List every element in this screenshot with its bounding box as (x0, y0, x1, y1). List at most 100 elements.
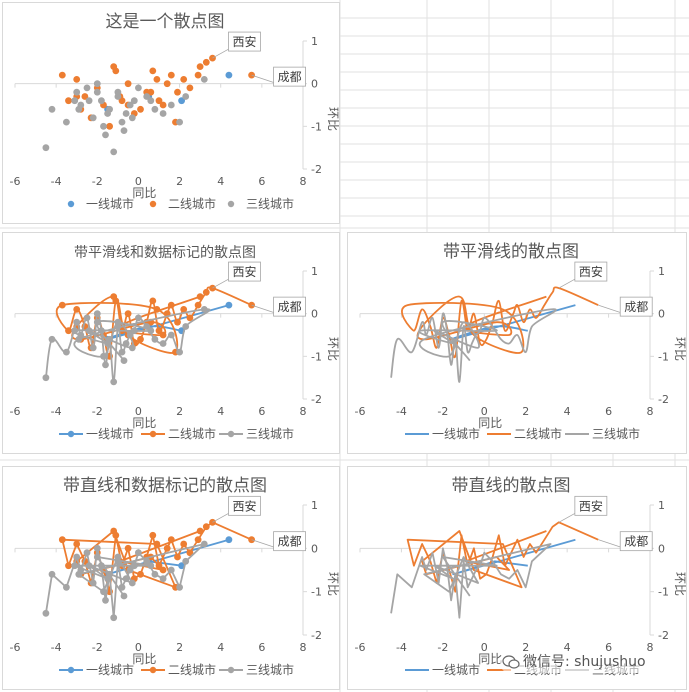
callout-label: 成都 (624, 300, 648, 314)
legend-marker (227, 666, 235, 674)
data-point (102, 361, 109, 369)
data-point (73, 88, 81, 96)
callout-box (228, 495, 261, 516)
data-point (194, 301, 202, 309)
x-tick-label: 8 (300, 175, 307, 188)
data-point (58, 301, 66, 309)
data-point (135, 314, 142, 322)
legend-marker (149, 430, 157, 438)
data-point (73, 306, 81, 313)
data-point (102, 596, 109, 604)
data-point (167, 331, 175, 339)
data-point (176, 118, 184, 126)
y-axis-label: 环比 (673, 572, 686, 596)
legend-marker (67, 430, 75, 438)
wechat-watermark: 微信号: shujushuo (500, 651, 685, 673)
callout-box (273, 66, 306, 87)
y-tick-label: -1 (311, 586, 322, 599)
x-tick-label: 4 (217, 641, 224, 654)
x-tick-label: 8 (647, 405, 654, 418)
data-point (194, 536, 202, 544)
data-point (42, 609, 50, 617)
data-point (126, 331, 134, 339)
data-point (75, 570, 83, 578)
data-point (147, 562, 155, 570)
y-tick-label: -1 (311, 120, 322, 133)
data-point (63, 583, 70, 591)
scatter-chart-straight-markers[interactable]: 带直线和数据标记的散点图 -6 -4 -2 0 2 4 6 8 -2 -1 0 1 环比 同比 西安 成都 一线城… (2, 466, 340, 690)
legend-label: 一线城市 (86, 196, 134, 211)
chart-svg: 带直线的散点图-6-4-202468-2-101环比同比西安成都一线城市二线城市… (355, 476, 686, 677)
scatter-chart-smooth[interactable]: 带平滑线的散点图 -6 -4 -2 0 2 4 6 8 -2 -1 0 1 环比 同比 西安 成都 一线城市 二线城… (347, 232, 687, 454)
data-point (110, 378, 118, 386)
data-point (137, 105, 144, 113)
callout-leader (598, 304, 623, 314)
data-point (65, 327, 72, 335)
scatter-chart-smooth-markers[interactable]: 带平滑线和数据标记的散点图 -6 -4 -2 0 2 4 6 8 -2 -1 0 1 环比 同比 西安 成都 一线… (2, 232, 340, 454)
data-point (167, 71, 175, 79)
callout-label: 西安 (232, 264, 256, 279)
data-point (196, 527, 204, 535)
data-point (73, 318, 81, 326)
data-point (48, 570, 56, 578)
x-tick-label: -2 (437, 641, 448, 654)
data-point (159, 101, 167, 109)
series-line (390, 543, 552, 619)
data-point (85, 327, 93, 335)
data-point (143, 557, 151, 565)
data-point (75, 335, 83, 343)
data-point (110, 63, 118, 70)
data-point (128, 579, 136, 587)
x-tick-label: 4 (217, 405, 224, 418)
callout-box (619, 531, 653, 552)
legend-label: 三线城市 (246, 196, 294, 211)
x-tick-label: 4 (217, 175, 224, 188)
callout-leader (598, 539, 623, 549)
y-tick-label: 0 (311, 308, 318, 321)
data-point (120, 357, 128, 364)
data-point (225, 301, 233, 309)
data-point (180, 306, 188, 313)
data-point (149, 297, 157, 305)
data-point (186, 84, 194, 92)
callout-leader (212, 47, 231, 59)
scatter-chart-markers[interactable]: 这是一个散点图 -6 -4 -2 0 2 4 6 8 -2 -1 0 1 环比 同比 西安 成都 一线城市 二线城市… (2, 2, 340, 224)
y-axis-label: 环比 (326, 572, 339, 596)
data-point (186, 549, 194, 557)
data-point (153, 76, 161, 83)
data-point (93, 318, 101, 326)
x-tick-label: -2 (92, 405, 103, 418)
callout-label: 成都 (278, 535, 302, 549)
data-point (63, 348, 70, 356)
y-tick-label: -2 (658, 393, 669, 406)
data-point (167, 566, 175, 574)
data-point (155, 97, 163, 105)
legend-marker (227, 200, 235, 208)
x-axis-label: 同比 (132, 652, 156, 666)
data-point (196, 293, 204, 300)
y-tick-label: -1 (311, 350, 322, 363)
data-point (182, 323, 190, 330)
wechat-icon (502, 655, 520, 669)
data-point (225, 71, 233, 79)
series-line (390, 308, 557, 383)
legend-marker (67, 666, 75, 674)
data-point (48, 335, 56, 343)
data-point (42, 144, 50, 152)
y-tick-label: -1 (658, 350, 669, 363)
data-point (73, 553, 81, 561)
callout-leader (212, 511, 231, 523)
data-point (186, 314, 194, 322)
data-point (100, 122, 107, 130)
legend-label: 二线城市 (168, 426, 216, 441)
data-point (85, 562, 93, 570)
x-tick-label: -4 (396, 641, 407, 654)
data-point (194, 71, 202, 79)
data-point (180, 540, 188, 548)
legend-label: 一线城市 (432, 426, 480, 441)
callout-label: 成都 (278, 300, 302, 314)
data-point (178, 562, 186, 570)
x-tick-label: -6 (10, 175, 21, 188)
